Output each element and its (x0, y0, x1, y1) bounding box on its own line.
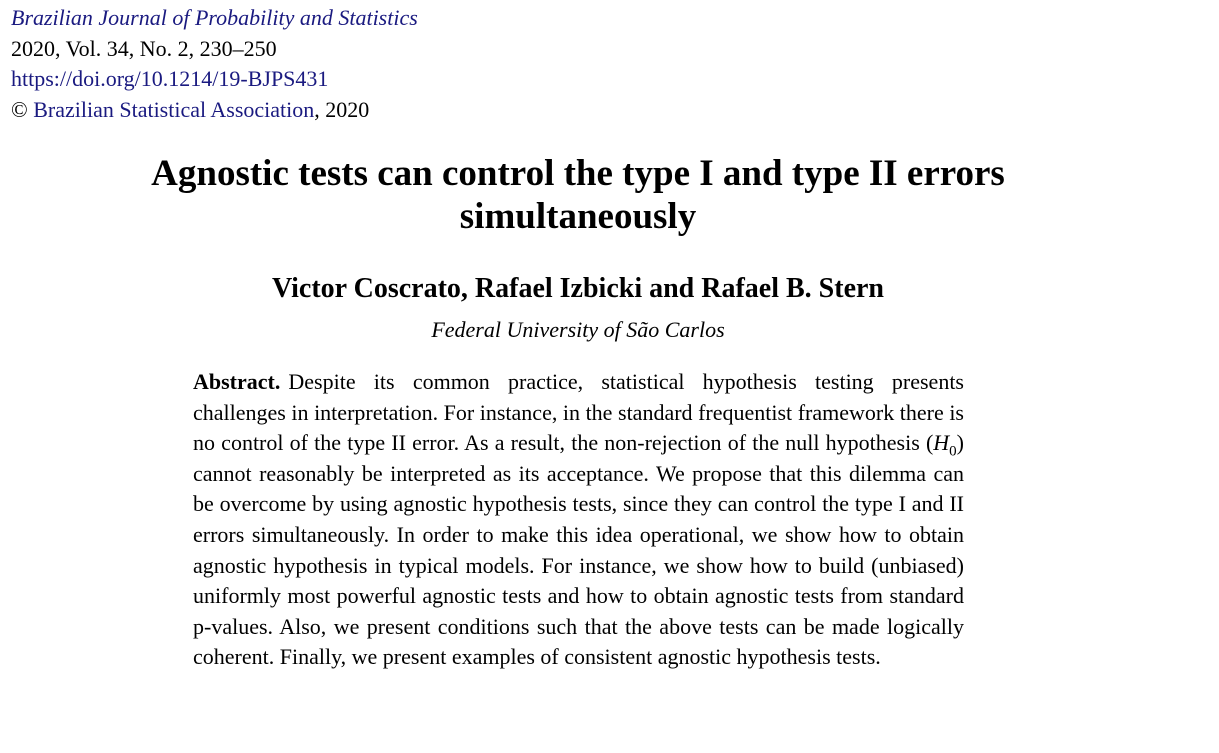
paper-title: Agnostic tests can control the type I an… (0, 152, 1156, 238)
null-hypothesis-letter: H (933, 430, 950, 456)
null-hypothesis-subscript: 0 (949, 443, 957, 460)
paper-title-line-1: Agnostic tests can control the type I an… (151, 153, 1005, 194)
copyright-line: © Brazilian Statistical Association, 202… (11, 95, 418, 126)
abstract-label: Abstract. (193, 369, 281, 394)
doi-link[interactable]: https://doi.org/10.1214/19-BJPS431 (11, 66, 329, 91)
null-hypothesis-symbol: H (933, 430, 949, 455)
abstract-text-part-2: ) cannot reasonably be interpreted as it… (193, 430, 964, 670)
association-link[interactable]: Brazilian Statistical Association (33, 96, 315, 122)
abstract-text-part-1: Despite its common practice, statistical… (193, 369, 964, 456)
author-affiliation: Federal University of São Carlos (431, 317, 725, 342)
volume-info: 2020, Vol. 34, No. 2, 230–250 (11, 35, 277, 61)
abstract: Abstract. Despite its common practice, st… (193, 367, 964, 673)
journal-name[interactable]: Brazilian Journal of Probability and Sta… (11, 5, 418, 30)
copyright-year: , 2020 (314, 96, 370, 122)
journal-masthead: Brazilian Journal of Probability and Sta… (11, 3, 418, 125)
copyright-symbol: © (11, 96, 28, 122)
paper-title-line-2: simultaneously (459, 196, 697, 237)
paper-authors: Victor Coscrato, Rafael Izbicki and Rafa… (271, 273, 885, 304)
